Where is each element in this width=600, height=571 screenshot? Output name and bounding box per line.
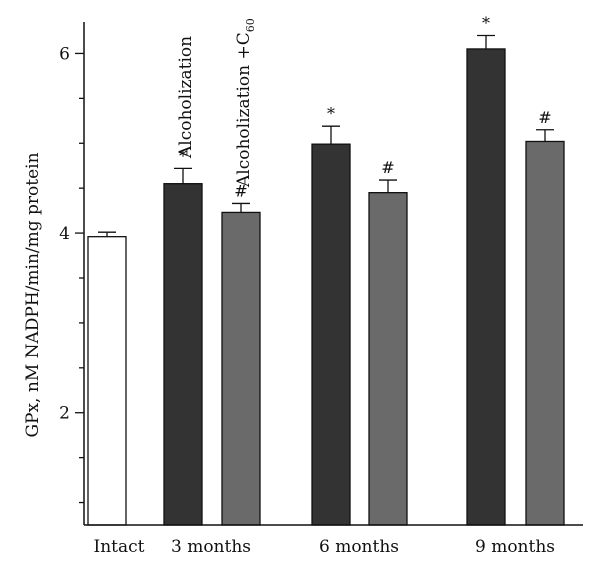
significance-mark: # bbox=[234, 181, 247, 200]
bar bbox=[368, 192, 408, 526]
y-axis-label: GPx, nM NADPH/min/mg protein bbox=[23, 152, 43, 437]
bar bbox=[87, 236, 127, 526]
significance-mark: * bbox=[327, 104, 335, 123]
bar bbox=[163, 183, 203, 526]
y-tick-label: 2 bbox=[59, 404, 70, 424]
bar bbox=[525, 140, 565, 526]
axes-layer: 2 4 6 Intact 3 months 6 months 9 months bbox=[59, 22, 583, 557]
significance-mark: * bbox=[482, 13, 490, 32]
significance-mark: * bbox=[179, 146, 187, 165]
bar bbox=[311, 143, 351, 526]
y-tick-label: 4 bbox=[59, 224, 70, 244]
marks-layer: * * * # # # Alcoholization Alcoholization +C60 bbox=[87, 13, 565, 526]
x-category-label: 9 months bbox=[475, 537, 555, 557]
significance-mark: # bbox=[381, 158, 394, 177]
x-category-label: 6 months bbox=[319, 537, 399, 557]
significance-mark: # bbox=[538, 108, 551, 127]
series-label-alcoholization: Alcoholization bbox=[176, 36, 196, 159]
series-label-alcoholization-c60: Alcoholization +C60 bbox=[234, 18, 257, 188]
bar bbox=[466, 48, 506, 526]
y-tick-label: 6 bbox=[59, 44, 70, 64]
x-category-label: 3 months bbox=[171, 537, 251, 557]
x-category-label: Intact bbox=[94, 537, 145, 557]
bar bbox=[221, 211, 261, 526]
